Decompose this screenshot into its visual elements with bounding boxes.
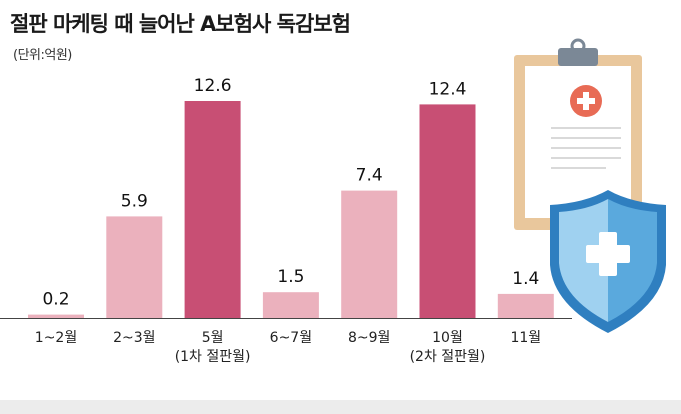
value-label-6: 12.4: [429, 79, 467, 99]
value-label-4: 1.5: [277, 267, 304, 287]
category-label-6: 10월: [432, 330, 463, 346]
bar-1: [28, 314, 84, 318]
bar-2: [106, 216, 163, 318]
category-label-4: 6~7월: [270, 330, 312, 346]
shield-cross-icon: [550, 190, 666, 333]
value-label-2: 5.9: [121, 191, 148, 211]
value-label-5: 7.4: [356, 166, 383, 186]
category-label-1: 1~2월: [35, 330, 77, 346]
category-sublabel-3: (1차 절판월): [175, 349, 251, 365]
value-label-3: 12.6: [194, 76, 232, 96]
bar-5: [341, 190, 398, 318]
category-sublabel-6: (2차 절판월): [410, 349, 486, 365]
category-label-7: 11월: [510, 330, 541, 346]
category-label-2: 2~3월: [113, 330, 155, 346]
unit-label: (단위:억원): [13, 48, 72, 63]
chart-title: 절판 마케팅 때 늘어난 A보험사 독감보험: [10, 12, 351, 36]
bar-4: [262, 292, 319, 318]
bar-3: [184, 101, 241, 318]
medical-cross-icon: [570, 85, 602, 117]
footer-strip: [0, 400, 681, 414]
value-label-1: 0.2: [42, 290, 69, 310]
value-label-7: 1.4: [512, 269, 539, 289]
bar-6: [419, 104, 476, 319]
category-label-3: 5월: [202, 330, 224, 346]
bar-7: [497, 293, 554, 318]
category-label-5: 8~9월: [348, 330, 390, 346]
clipboard-icon: [514, 38, 642, 230]
